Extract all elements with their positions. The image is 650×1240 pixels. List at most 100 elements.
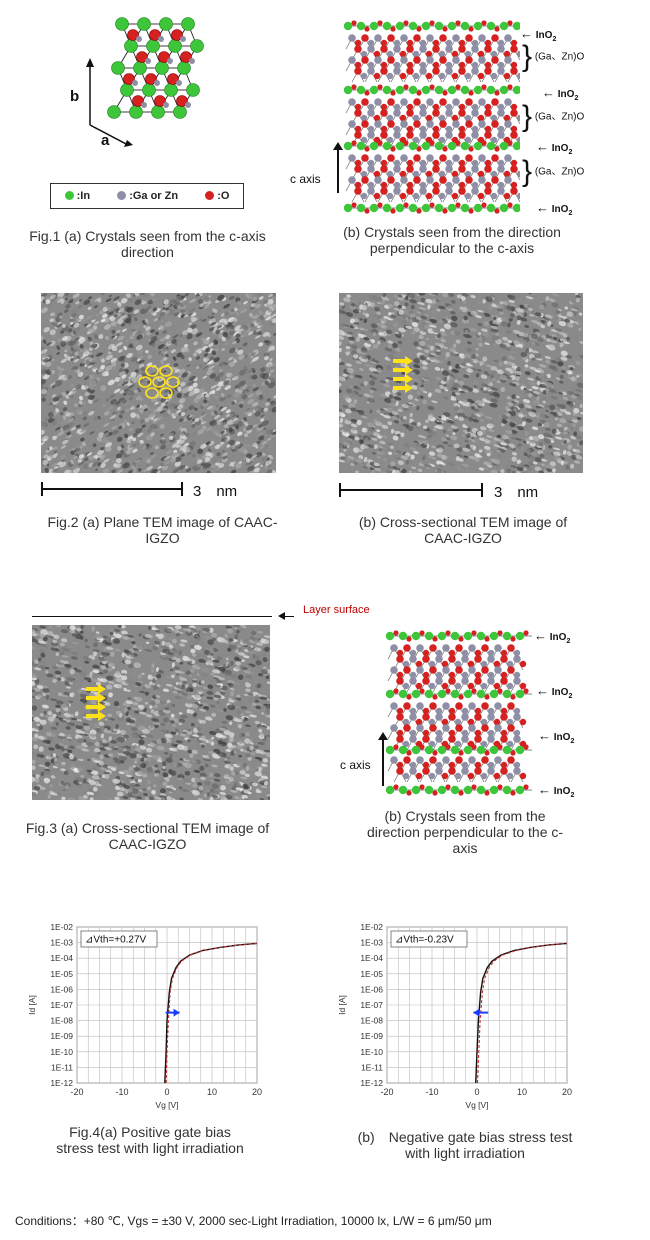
x-axis-label: Vg [V] — [155, 1100, 178, 1110]
fig2b-tem-image — [339, 293, 583, 473]
layer-surface-label: Layer surface — [303, 604, 370, 616]
y-tick-label: 1E-07 — [360, 1000, 383, 1010]
layer-label-ino2: ← InO2 — [536, 683, 573, 700]
test-conditions: Conditions：+80 ℃, Vgs = ±30 V, 2000 sec-… — [15, 1214, 492, 1228]
layer-brace-gazno: } (Ga、Zn)O — [522, 155, 585, 188]
legend-ga-zn: :Ga or Zn — [117, 190, 178, 202]
axis-a-label: a — [101, 132, 110, 149]
y-tick-label: 1E-03 — [360, 938, 383, 948]
y-tick-label: 1E-09 — [360, 1031, 383, 1041]
y-tick-label: 1E-12 — [50, 1078, 73, 1088]
y-tick-label: 1E-02 — [50, 922, 73, 932]
fig2a-scale-tick-right — [181, 482, 183, 496]
layer-label-ino2: ← InO2 — [520, 26, 557, 43]
fig4b-caption: (b) Negative gate bias stress test with … — [357, 1129, 573, 1161]
fig4a-chart: 1E-02 1E-03 1E-04 1E-05 1E-06 1E-07 1E-08 1E-09… — [27, 922, 262, 1110]
annotation-box — [80, 930, 158, 948]
iv-curve-after-stress — [165, 942, 258, 1084]
layer-label-ino2: ← InO2 — [542, 85, 579, 102]
y-tick-label: 1E-12 — [360, 1078, 383, 1088]
fig3a-tem-image — [32, 625, 270, 800]
x-tick-label: 10 — [207, 1087, 217, 1097]
fig2b-stack-arrows-icon — [393, 356, 413, 393]
iv-curve-after-stress — [476, 942, 568, 1084]
y-tick-label: 1E-04 — [360, 953, 383, 963]
fig2b-scale-label: 3 nm — [494, 484, 539, 501]
layer-label-ino2: ← InO2 — [538, 728, 575, 745]
fig3b-c-axis-label: c axis — [340, 758, 371, 772]
layer-label-ino2: ← InO2 — [534, 628, 571, 645]
fig2a-scale-tick-left — [41, 482, 43, 496]
y-tick-label: 1E-10 — [50, 1047, 73, 1057]
y-tick-label: 1E-06 — [50, 984, 73, 994]
x-tick-label: 20 — [562, 1087, 572, 1097]
layer-surface-arrow-icon — [278, 612, 285, 620]
in-atom-icon — [64, 191, 74, 200]
y-tick-label: 1E-08 — [50, 1016, 73, 1026]
y-tick-label: 1E-05 — [50, 969, 73, 979]
y-tick-label: 1E-11 — [361, 1062, 383, 1072]
y-tick-label: 1E-04 — [50, 953, 73, 963]
fig2a-tem-image — [41, 293, 276, 473]
fig3b-crystal-side-view — [385, 630, 532, 796]
fig3b-layer-labels: ← InO2 ← InO2 ← InO2 ← InO2 — [530, 620, 640, 800]
axis-b-label: b — [70, 88, 80, 105]
y-axis-label: Id [A] — [27, 995, 37, 1015]
x-tick-label: 20 — [252, 1087, 262, 1097]
fig2b-caption: (b) Cross-sectional TEM image of CAAC-IG… — [358, 514, 568, 546]
fig1b-crystal-side-view — [343, 20, 520, 214]
fig2a-scale-label: 3 nm — [193, 483, 238, 500]
iv-curve-initial — [164, 942, 258, 1084]
x-tick-label: -10 — [115, 1087, 128, 1097]
fig1b-layer-labels: ← InO2} (Ga、Zn)O ← InO2} (Ga、Zn)O ← InO2} … — [520, 10, 650, 220]
vth-shift-arrowhead-icon — [173, 1008, 180, 1017]
x-tick-label: -20 — [70, 1087, 83, 1097]
y-tick-label: 1E-11 — [51, 1062, 73, 1072]
annotation-box — [390, 930, 468, 948]
fig2b-scale-tick-right — [481, 483, 483, 497]
fig2b-scale-bar — [339, 489, 483, 491]
fig1b-c-axis-label: c axis — [290, 172, 321, 186]
o-atom-icon — [205, 191, 215, 200]
layer-label-ino2: ← InO2 — [538, 782, 575, 799]
fig1b-c-axis-arrow-icon — [333, 142, 343, 150]
ga-zn-atom-icon — [117, 191, 127, 200]
layer-brace-gazno: } (Ga、Zn)O — [522, 40, 585, 73]
x-tick-label: 0 — [164, 1087, 169, 1097]
legend-o: :O — [205, 190, 229, 202]
x-axis-label: Vg [V] — [465, 1100, 488, 1110]
atom-legend: :In :Ga or Zn :O — [50, 183, 244, 209]
x-tick-label: 0 — [474, 1087, 479, 1097]
legend-in-label: :In — [76, 190, 91, 202]
y-tick-label: 1E-02 — [360, 922, 383, 932]
y-tick-label: 1E-05 — [360, 969, 383, 979]
fig2a-caption: Fig.2 (a) Plane TEM image of CAAC-IGZO — [47, 514, 278, 546]
fig3b-c-axis-arrow-icon — [378, 732, 388, 740]
fig3b-c-axis-line — [382, 738, 384, 786]
fig4a-caption: Fig.4(a) Positive gate bias stress test … — [56, 1124, 244, 1156]
delta-vth-annotation: ⊿Vth=+0.27V — [85, 935, 147, 946]
x-tick-label: 10 — [517, 1087, 527, 1097]
fig4b-chart: 1E-02 1E-03 1E-04 1E-05 1E-06 1E-07 1E-08 1E-09… — [337, 922, 572, 1110]
layer-brace-gazno: } (Ga、Zn)O — [522, 100, 585, 133]
y-tick-label: 1E-03 — [50, 938, 73, 948]
fig1b-c-axis-line — [337, 148, 339, 193]
fig1a-crystal-top-view — [86, 17, 204, 147]
fig1b-caption: (b) Crystals seen from the direction per… — [343, 224, 561, 256]
x-tick-label: -20 — [380, 1087, 393, 1097]
delta-vth-annotation: ⊿Vth=-0.23V — [395, 935, 454, 946]
layer-surface-line — [32, 616, 272, 617]
fig3a-caption: Fig.3 (a) Cross-sectional TEM image of C… — [25, 820, 270, 852]
layer-label-ino2: ← InO2 — [536, 139, 573, 156]
fig3a-stack-arrows-icon — [86, 684, 106, 721]
x-tick-label: -10 — [425, 1087, 438, 1097]
fig1a-caption: Fig.1 (a) Crystals seen from the c-axis … — [29, 228, 266, 260]
y-tick-label: 1E-08 — [360, 1016, 383, 1026]
fig2a-scale-bar — [41, 488, 183, 490]
layer-label-ino2: ← InO2 — [536, 200, 573, 217]
y-tick-label: 1E-10 — [360, 1047, 383, 1057]
vth-shift-arrowhead-icon — [473, 1008, 480, 1017]
legend-o-label: :O — [217, 190, 230, 202]
layer-surface-pointer-line — [280, 616, 294, 617]
y-tick-label: 1E-07 — [50, 1000, 73, 1010]
